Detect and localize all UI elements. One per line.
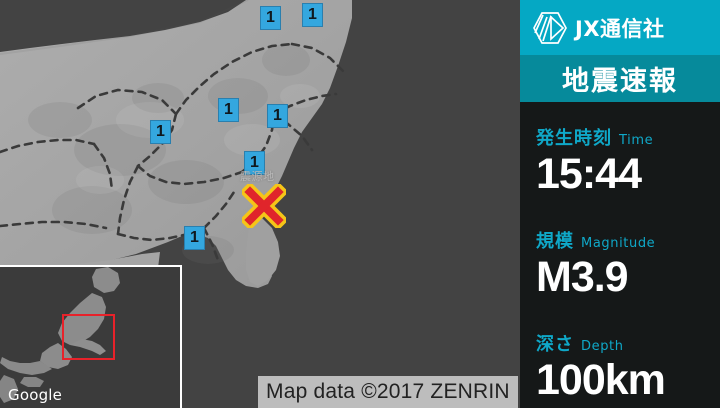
field-depth-value: 100km <box>536 356 666 405</box>
field-time-label-en: Time <box>619 133 654 148</box>
epicenter-x-cross-icon[interactable] <box>242 184 286 228</box>
field-depth-label-en: Depth <box>581 339 624 355</box>
field-time: 発生時刻 Time 15:44 <box>520 124 720 197</box>
field-time-label: 発生時刻 Time <box>536 124 720 150</box>
field-magnitude: 規模 Magnitude M3.9 <box>520 227 720 300</box>
field-magnitude-label: 規模 Magnitude <box>536 227 720 253</box>
inset-japan-graphic <box>0 267 180 408</box>
inset-overview-map[interactable]: Google <box>0 265 182 408</box>
info-panel: JX通信社 地震速報 発生時刻 Time 15:44 規模 Magnitude … <box>520 0 720 408</box>
map-attribution: Map data ©2017 ZENRIN <box>258 376 518 408</box>
intensity-marker[interactable]: 1 <box>244 151 265 175</box>
intensity-marker[interactable]: 1 <box>218 98 239 122</box>
jx-hexagon-logo-icon <box>533 11 567 44</box>
google-watermark: Google <box>8 386 63 404</box>
intensity-marker[interactable]: 1 <box>267 104 288 128</box>
intensity-marker[interactable]: 1 <box>302 3 323 27</box>
field-time-label-jp: 発生時刻 <box>536 128 612 149</box>
epicenter-label: 震源地 <box>240 171 275 183</box>
brand-name: JX通信社 <box>575 16 665 41</box>
field-magnitude-label-en: Magnitude <box>581 236 656 252</box>
field-time-value: 15:44 <box>536 150 642 198</box>
field-magnitude-label-jp: 規模 <box>536 231 574 253</box>
field-depth-label: 深さ Depth <box>536 330 720 356</box>
field-magnitude-value: M3.9 <box>536 253 629 302</box>
field-depth: 深さ Depth 100km <box>520 330 720 403</box>
intensity-marker[interactable]: 1 <box>150 120 171 144</box>
field-depth-label-jp: 深さ <box>536 334 574 356</box>
intensity-marker[interactable]: 1 <box>260 6 281 30</box>
intensity-marker[interactable]: 1 <box>184 226 205 250</box>
inset-region-highlight <box>62 314 115 360</box>
alert-headline: 地震速報 <box>520 55 720 102</box>
brand-bar: JX通信社 <box>520 0 720 55</box>
